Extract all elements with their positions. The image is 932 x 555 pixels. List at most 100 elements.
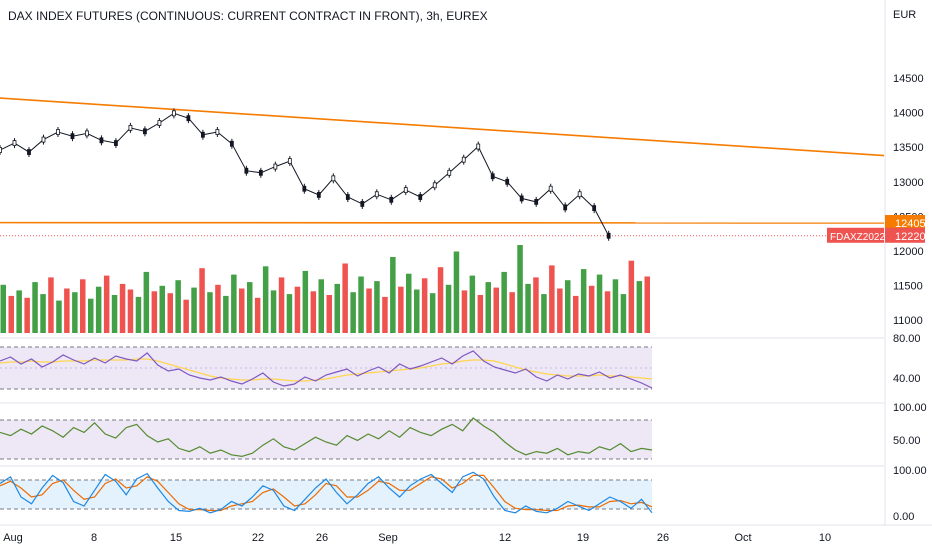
volume-bar: [517, 245, 523, 333]
volume-bar: [494, 288, 500, 333]
volume-bar: [303, 271, 309, 333]
currency-label: EUR: [893, 9, 916, 21]
price-tick-label: 14500: [893, 73, 924, 85]
price-candle-body: [404, 188, 407, 193]
volume-bar: [629, 261, 635, 333]
volume-bar: [72, 292, 78, 333]
price-candle-body: [42, 137, 45, 142]
price-candle-body: [27, 150, 30, 155]
volume-bar: [56, 301, 62, 333]
price-candle-body: [259, 170, 262, 175]
volume-bar: [637, 281, 643, 333]
price-candle-body: [346, 195, 349, 200]
volume-bar: [24, 298, 30, 333]
volume-bar: [470, 276, 476, 333]
price-tick-label: 14000: [893, 108, 924, 120]
volume-bar: [414, 290, 420, 334]
price-candle-body: [520, 196, 523, 201]
volume-bar: [175, 280, 181, 333]
price-candle-body: [172, 111, 175, 116]
price-tick-label: 13000: [893, 177, 924, 189]
osc-tick-label: 100.00: [893, 402, 927, 414]
volume-bar: [382, 297, 388, 333]
volume-bar: [255, 298, 261, 333]
time-tick-label: 12: [499, 532, 511, 544]
price-tick-label: 12000: [893, 246, 924, 258]
price-candle-body: [216, 130, 219, 135]
volume-bar: [104, 276, 110, 333]
price-candle-body: [201, 132, 204, 137]
osc-tick-label: 50.00: [893, 435, 921, 447]
price-candle-body: [245, 168, 248, 173]
volume-bar: [645, 277, 651, 334]
price-candle-body: [56, 130, 59, 135]
volume-bar: [112, 295, 118, 333]
volume-bar: [335, 284, 341, 333]
rsi-tick-label: 40.00: [893, 373, 921, 385]
price-candle-body: [477, 144, 480, 149]
volume-bar: [438, 267, 444, 333]
volume-bar: [549, 265, 555, 333]
volume-bar: [80, 279, 86, 333]
volume-bar: [48, 277, 54, 333]
time-tick-label: 8: [91, 532, 97, 544]
volume-bar: [541, 294, 547, 333]
volume-bar: [406, 274, 412, 333]
volume-bar: [533, 277, 539, 333]
volume-bar: [621, 294, 627, 333]
volume-bar: [486, 282, 492, 333]
volume-bar: [358, 277, 364, 334]
price-candle-body: [491, 174, 494, 179]
price-candle-body: [288, 159, 291, 164]
price-candle-body: [230, 141, 233, 146]
volume-bar: [350, 292, 356, 333]
price-candle-body: [317, 192, 320, 197]
volume-bar: [32, 282, 38, 333]
time-tick-label: 10: [819, 532, 831, 544]
volume-bar: [327, 295, 333, 333]
volume-bar: [366, 289, 372, 334]
rsi-tick-label: 80.00: [893, 333, 921, 345]
volume-bar: [613, 279, 619, 333]
volume-bar: [1, 285, 7, 333]
volume-bar: [605, 291, 611, 333]
price-candle-body: [506, 179, 509, 184]
volume-bar: [374, 281, 380, 333]
volume-bar: [525, 284, 531, 333]
price-candle-body: [375, 192, 378, 197]
price-candle-body: [0, 147, 2, 152]
price-candle-body: [100, 138, 103, 143]
trendline: [0, 98, 884, 155]
volume-bar: [390, 257, 396, 333]
volume-bar: [342, 264, 348, 334]
price-candle-body: [143, 129, 146, 134]
volume-bar: [279, 277, 285, 333]
stoch-tick-label: 100.00: [893, 465, 927, 477]
volume-bar: [581, 269, 587, 333]
volume-bar: [231, 275, 237, 333]
stoch-tick-label: 0.00: [893, 511, 914, 523]
price-tick-label: 11500: [893, 281, 923, 293]
volume-bar: [120, 284, 126, 333]
volume-bar: [88, 299, 94, 333]
volume-bar: [589, 286, 595, 333]
volume-bar: [287, 294, 293, 333]
price-candle-body: [564, 205, 567, 210]
volume-bar: [271, 290, 277, 333]
volume-bar: [263, 266, 269, 333]
price-candle-body: [85, 131, 88, 136]
time-tick-label: 22: [252, 532, 264, 544]
price-candle-body: [448, 170, 451, 175]
time-tick-label: 26: [316, 532, 328, 544]
volume-bar: [223, 296, 229, 333]
volume-bar: [319, 279, 325, 333]
volume-bar: [422, 278, 428, 333]
price-tick-label: 11000: [893, 315, 923, 327]
time-tick-label: Oct: [734, 532, 751, 544]
volume-bar: [295, 287, 301, 333]
volume-bar: [16, 290, 22, 333]
volume-bar: [398, 287, 404, 333]
volume-bar: [247, 282, 253, 333]
price-candle-body: [390, 197, 393, 202]
